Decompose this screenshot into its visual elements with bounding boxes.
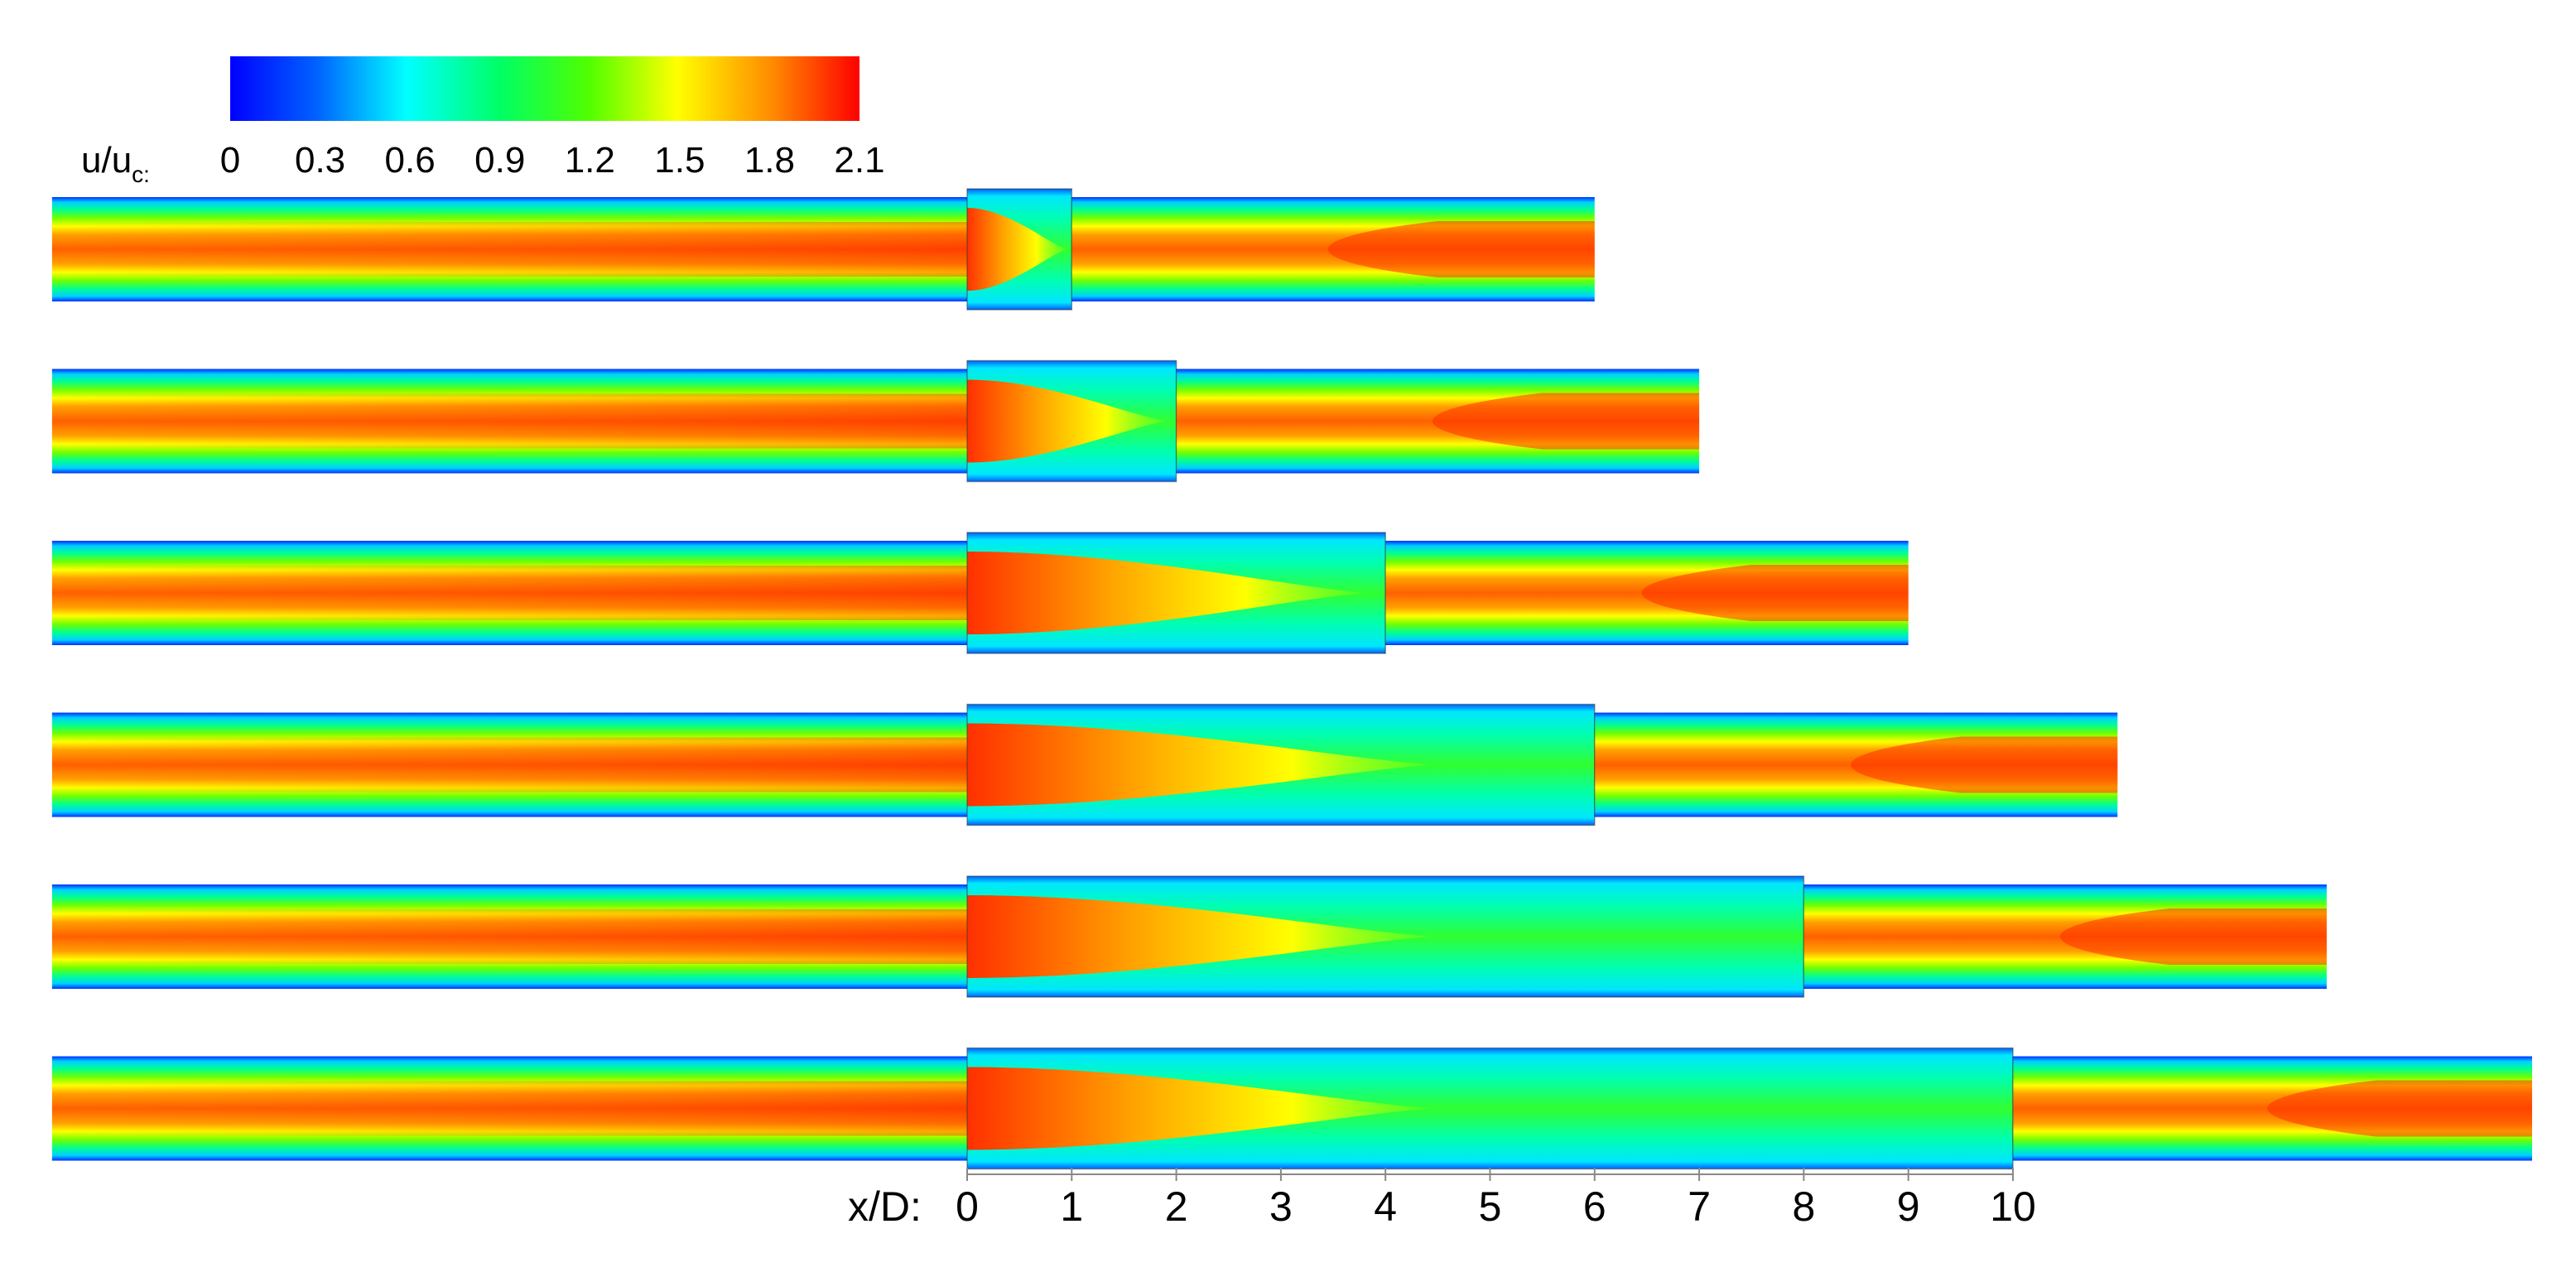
pipe-case: [51, 188, 1595, 311]
outlet-core: [1641, 565, 1909, 621]
pipe-case: [51, 703, 2118, 826]
pipe-case: [51, 532, 1909, 654]
x-axis-tick-label: 0: [956, 1183, 979, 1230]
pipe-case: [51, 875, 2327, 998]
x-axis-tick-label: 2: [1165, 1183, 1188, 1230]
colorbar-label: u/uc:: [81, 140, 150, 187]
outlet-core: [2059, 908, 2327, 965]
x-axis-tick-label: 1: [1060, 1183, 1083, 1230]
pipe-case: [51, 1047, 2532, 1170]
x-axis-tick-label: 4: [1374, 1183, 1397, 1230]
x-axis-tick-label: 7: [1688, 1183, 1711, 1230]
colorbar-tick-label: 2.1: [834, 140, 884, 181]
colorbar-tick-label: 1.8: [744, 140, 795, 181]
expansion-jet-core: [967, 723, 1431, 807]
inlet-core-shade: [51, 222, 967, 277]
inlet-core-shade: [51, 737, 967, 793]
colorbar-tick-label: 1.5: [654, 140, 705, 181]
pipe-cases: [51, 188, 2532, 1170]
outlet-core: [2267, 1080, 2532, 1137]
x-axis-label: x/D:: [848, 1183, 922, 1230]
x-axis-tick-label: 6: [1583, 1183, 1606, 1230]
inlet-core-shade: [51, 393, 967, 449]
x-axis-tick-label: 10: [1990, 1183, 2036, 1230]
expansion-jet-core: [967, 895, 1431, 978]
colorbar-tick-label: 0.9: [474, 140, 525, 181]
outlet-core: [1327, 221, 1595, 277]
colorbar-tick-label: 0: [220, 140, 240, 181]
x-axis-tick-label: 3: [1269, 1183, 1293, 1230]
x-axis-tick-label: 9: [1897, 1183, 1920, 1230]
colorbar-tick-label: 1.2: [565, 140, 615, 181]
x-axis-tick-label: 8: [1792, 1183, 1815, 1230]
expansion-jet-core: [967, 208, 1067, 291]
outlet-core: [1851, 736, 2118, 793]
outlet-core: [1432, 393, 1700, 450]
colorbar: u/uc: 0 0.3 0.6 0.9 1.2 1.5 1.8 2.1: [81, 56, 885, 187]
expansion-jet-core: [967, 379, 1166, 463]
inlet-core-shade: [51, 1081, 967, 1136]
expansion-jet-core: [967, 552, 1365, 634]
expansion-jet-core: [967, 1067, 1431, 1150]
x-axis: x/D: 0 1 2 3 4 5 6 7 8 9 10: [848, 1168, 2036, 1230]
x-axis-tick-label: 5: [1479, 1183, 1502, 1230]
inlet-core-shade: [51, 909, 967, 964]
pipe-case: [51, 359, 1700, 483]
inlet-core-shade: [51, 566, 967, 620]
colorbar-tick-label: 0.6: [385, 140, 436, 181]
colorbar-tick-label: 0.3: [295, 140, 345, 181]
x-axis-ticks: 0 1 2 3 4 5 6 7 8 9 10: [956, 1168, 2036, 1230]
colorbar-gradient: [230, 56, 859, 121]
colorbar-tick-labels: 0 0.3 0.6 0.9 1.2 1.5 1.8 2.1: [220, 140, 885, 181]
